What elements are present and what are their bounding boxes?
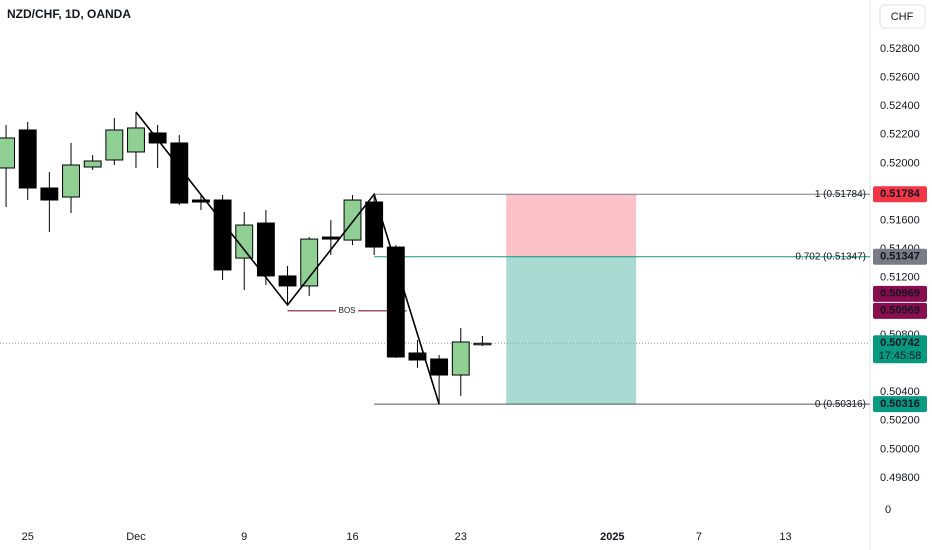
candle-body — [300, 238, 319, 287]
bos-label-bg — [336, 304, 359, 317]
price-label-bg — [873, 302, 927, 319]
candle-body — [213, 199, 232, 271]
candle-body — [83, 160, 102, 168]
bos-label: BOS — [339, 306, 356, 315]
price-label-bg — [873, 396, 927, 413]
price-label-bg — [873, 335, 927, 364]
x-tick-label: 16 — [346, 531, 358, 543]
candle-body — [18, 129, 37, 189]
axis-corner-label: 0 — [885, 504, 891, 516]
candle-body — [408, 352, 427, 361]
candle-body — [451, 341, 470, 376]
price-label: 0.50969 — [880, 288, 920, 300]
price-label: 0.51347 — [880, 251, 920, 263]
candle-body — [127, 127, 145, 153]
x-tick-label: 7 — [696, 531, 702, 543]
candle-body — [430, 358, 449, 376]
candle-body — [191, 199, 210, 203]
fib-label: 1 (0.51784) — [815, 189, 866, 200]
y-tick-label: 0.52200 — [880, 129, 920, 141]
candle-body — [0, 137, 16, 169]
x-tick-label: 2025 — [600, 531, 624, 543]
price-label-bg — [873, 248, 927, 265]
price-label: 0.50742 — [880, 337, 920, 349]
candle-body — [40, 187, 59, 201]
candle-body — [256, 222, 275, 277]
price-label-bg — [873, 186, 927, 203]
candle-body — [170, 142, 189, 204]
y-tick-label: 0.52400 — [880, 100, 920, 112]
candle-body — [235, 224, 254, 259]
y-tick-label: 0.52000 — [880, 157, 920, 169]
price-label: 0.50969 — [880, 305, 920, 317]
x-tick-label: 9 — [241, 531, 247, 543]
currency-button[interactable] — [879, 4, 926, 29]
candle-body — [321, 236, 340, 240]
candle-body — [343, 199, 362, 241]
x-tick-label: 13 — [779, 531, 791, 543]
y-tick-label: 0.51200 — [880, 272, 920, 284]
x-tick-label: 23 — [455, 531, 467, 543]
y-tick-label: 0.49800 — [880, 472, 920, 484]
y-tick-label: 0.52800 — [880, 43, 920, 55]
fib-label: 0 (0.50316) — [815, 399, 866, 410]
y-tick-label: 0.52600 — [880, 72, 920, 84]
y-tick-label: 0.50000 — [880, 443, 920, 455]
stop-zone — [506, 194, 637, 257]
candle-body — [278, 275, 297, 287]
y-tick-label: 0.50400 — [880, 386, 920, 398]
candle-body — [62, 164, 80, 198]
y-tick-label: 0.50200 — [880, 415, 920, 427]
x-tick-label: Dec — [126, 531, 146, 543]
fib-label: 0.702 (0.51347) — [795, 251, 866, 262]
candle-body — [148, 132, 167, 144]
chart-title: NZD/CHF, 1D, OANDA — [7, 7, 131, 21]
y-tick-label: 0.51600 — [880, 215, 920, 227]
candle-body — [365, 201, 384, 248]
candle-body — [105, 129, 124, 161]
price-label: 0.50316 — [880, 398, 920, 410]
candle-body — [473, 342, 492, 346]
candle-body — [386, 246, 405, 358]
price-label-bg — [873, 285, 927, 302]
x-tick-label: 25 — [22, 531, 34, 543]
currency-label[interactable]: CHF — [891, 11, 914, 23]
target-zone — [506, 256, 637, 405]
price-label: 0.51784 — [880, 188, 921, 200]
price-countdown: 17:45:58 — [879, 350, 922, 362]
zigzag-line — [135, 111, 440, 405]
